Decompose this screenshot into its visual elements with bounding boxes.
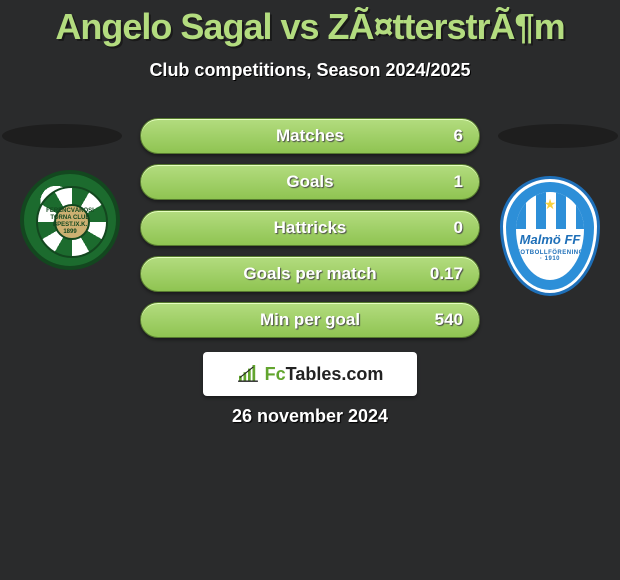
player-shadow-left (2, 124, 122, 148)
mff-subtext: FOTBOLLFÖRENING · 1910 (516, 250, 584, 262)
stat-row-min-per-goal: Min per goal 540 (140, 302, 480, 338)
stat-right-value: 0.17 (414, 257, 479, 291)
stat-right-value: 0 (438, 211, 479, 245)
stat-right-value: 540 (419, 303, 479, 337)
stat-label: Hattricks (141, 211, 479, 245)
stat-label: Goals (141, 165, 479, 199)
stat-label: Matches (141, 119, 479, 153)
snapshot-date: 26 november 2024 (0, 406, 620, 427)
mff-wordmark: Malmö FF (516, 232, 584, 247)
stat-row-goals-per-match: Goals per match 0.17 (140, 256, 480, 292)
ftc-ring: FERENCVÁROSITORNA CLUBBPEST.IX.K.1899 (20, 170, 120, 270)
star-icon: ★ (544, 196, 557, 213)
branding-prefix: Fc (265, 364, 286, 384)
bar-chart-icon (237, 365, 259, 383)
player-shadow-right (498, 124, 618, 148)
stat-right-value: 6 (438, 119, 479, 153)
stats-container: Matches 6 Goals 1 Hattricks 0 Goals per … (140, 118, 480, 348)
club-crest-ferencvaros: FERENCVÁROSITORNA CLUBBPEST.IX.K.1899 (20, 170, 120, 270)
ftc-inscription: FERENCVÁROSITORNA CLUBBPEST.IX.K.1899 (24, 208, 116, 236)
branding-text: FcTables.com (265, 364, 384, 385)
club-crest-malmo: ★ Malmö FF FOTBOLLFÖRENING · 1910 (500, 176, 600, 296)
mff-shield: ★ Malmö FF FOTBOLLFÖRENING · 1910 (500, 176, 600, 296)
branding-box: FcTables.com (203, 352, 417, 396)
stat-row-hattricks: Hattricks 0 (140, 210, 480, 246)
page-title: Angelo Sagal vs ZÃ¤tterstrÃ¶m (0, 0, 620, 48)
stat-row-goals: Goals 1 (140, 164, 480, 200)
stat-row-matches: Matches 6 (140, 118, 480, 154)
stat-right-value: 1 (438, 165, 479, 199)
season-subtitle: Club competitions, Season 2024/2025 (0, 60, 620, 81)
branding-suffix: Tables.com (286, 364, 384, 384)
